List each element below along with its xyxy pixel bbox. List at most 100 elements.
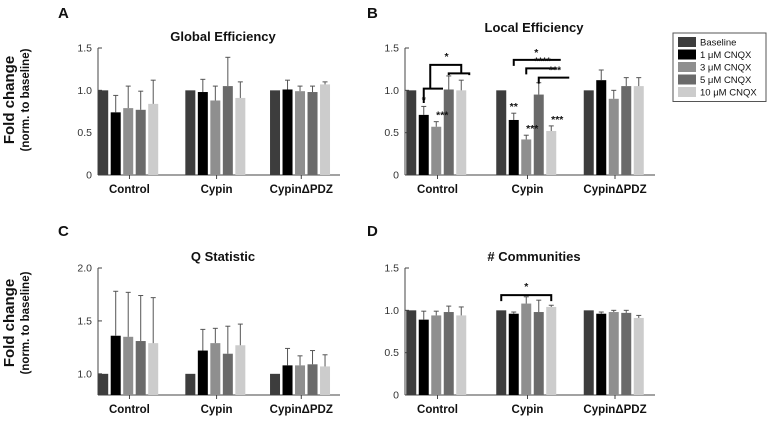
- bar: [508, 119, 519, 175]
- y-tick-label: 1.0: [77, 368, 92, 380]
- bar: [307, 364, 318, 395]
- legend-label: 3 μM CNQX: [700, 63, 752, 74]
- bracket-label: ***: [549, 65, 562, 77]
- y-tick-label: 0.5: [384, 127, 399, 139]
- x-tick-label: Cypin: [512, 404, 544, 416]
- bar: [110, 112, 121, 175]
- bar: [235, 345, 246, 395]
- bar: [210, 343, 221, 395]
- x-tick-label: Cypin: [201, 404, 233, 416]
- y-axis-label-top: Fold change (norm. to baseline): [1, 48, 32, 151]
- bar: [621, 86, 632, 175]
- bar: [406, 310, 417, 395]
- x-tick-label: Control: [417, 184, 458, 196]
- significance-label: ***: [551, 114, 564, 126]
- legend-label: 5 μM CNQX: [700, 75, 752, 86]
- bar: [418, 319, 429, 395]
- panel-a: A Global Efficiency 0 0.5 1.0 1.5 Control Cypin…: [58, 5, 340, 196]
- panel-letter: C: [58, 223, 69, 240]
- y-tick-label: 1.5: [77, 315, 92, 327]
- bar: [583, 310, 594, 395]
- bar: [320, 84, 331, 175]
- y-axis-sublabel: (norm. to baseline): [20, 48, 32, 151]
- bar: [443, 89, 454, 175]
- y-axis-label: Fold change: [1, 56, 18, 144]
- bracket-label: ****: [534, 55, 551, 67]
- bar: [608, 312, 619, 395]
- bar: [123, 108, 134, 175]
- y-tick-label: 1.5: [384, 263, 399, 275]
- y-axis-label-bottom: Fold change (norm. to baseline): [1, 271, 32, 374]
- bar: [546, 306, 557, 395]
- y-tick-label: 1.5: [77, 43, 92, 55]
- bar: [135, 341, 146, 395]
- bar: [282, 89, 293, 175]
- bar: [98, 373, 109, 395]
- y-tick-label: 0.5: [384, 347, 399, 359]
- legend-swatch: [678, 74, 696, 85]
- significance-label: **: [510, 101, 519, 113]
- bar: [521, 303, 532, 395]
- panel-d: D # Communities 0 0.5 1.0 1.5 Control Cypin Cypi…: [367, 223, 655, 416]
- bracket: [422, 87, 443, 104]
- legend-swatch: [678, 37, 696, 47]
- bar: [197, 92, 208, 175]
- bar: [633, 317, 644, 395]
- bar: [406, 90, 417, 175]
- x-tick-label: CypinΔPDZ: [270, 184, 333, 196]
- bar: [596, 313, 607, 395]
- bar: [496, 90, 507, 175]
- x-tick-label: CypinΔPDZ: [583, 184, 646, 196]
- bar: [521, 139, 532, 175]
- significance-label: ***: [526, 123, 539, 135]
- bracket-label: *: [524, 281, 529, 293]
- y-tick-label: 0.5: [77, 127, 92, 139]
- x-tick-label: Cypin: [201, 184, 233, 196]
- bracket-label: *: [444, 51, 449, 63]
- x-tick-label: Control: [109, 404, 150, 416]
- bar: [596, 80, 607, 175]
- y-tick-label: 0: [393, 390, 399, 402]
- bracket: [447, 72, 471, 76]
- bar: [456, 90, 467, 175]
- legend-label: 10 μM CNQX: [700, 88, 757, 99]
- y-tick-label: 1.5: [384, 43, 399, 55]
- bracket: [429, 63, 463, 89]
- bar: [98, 90, 109, 175]
- bar: [222, 86, 233, 175]
- y-tick-label: 0: [86, 170, 92, 182]
- bar: [533, 94, 544, 175]
- x-tick-label: CypinΔPDZ: [270, 404, 333, 416]
- bar: [583, 90, 594, 175]
- chart-title: Local Efficiency: [485, 20, 585, 35]
- bar: [197, 350, 208, 395]
- bar: [633, 86, 644, 175]
- legend-label: 1 μM CNQX: [700, 50, 752, 61]
- legend-swatch: [678, 62, 696, 72]
- bracket: [500, 294, 553, 302]
- y-tick-label: 0: [393, 170, 399, 182]
- y-axis-sublabel: (norm. to baseline): [20, 271, 32, 374]
- legend-label: Baseline: [700, 38, 736, 49]
- bar: [295, 365, 306, 395]
- bar: [148, 103, 159, 175]
- panel-c: C Q Statistic 1.0 1.5 2.0 Control Cypin CypinΔP…: [58, 223, 340, 416]
- panel-b: B Local Efficiency 0 0.5 1.0 1.5 Control Cypin C…: [367, 5, 655, 196]
- bar: [320, 366, 331, 395]
- bar: [443, 312, 454, 395]
- bar: [148, 343, 159, 395]
- bar: [235, 97, 246, 175]
- bracket: [525, 67, 557, 75]
- bar: [456, 315, 467, 395]
- bar: [295, 91, 306, 175]
- bar: [135, 109, 146, 175]
- panel-letter: D: [367, 223, 378, 240]
- significance-label: ***: [436, 110, 449, 122]
- bar: [185, 373, 196, 395]
- x-tick-label: CypinΔPDZ: [583, 404, 646, 416]
- legend-swatch: [678, 49, 696, 60]
- bar: [508, 313, 519, 395]
- bar: [270, 373, 281, 395]
